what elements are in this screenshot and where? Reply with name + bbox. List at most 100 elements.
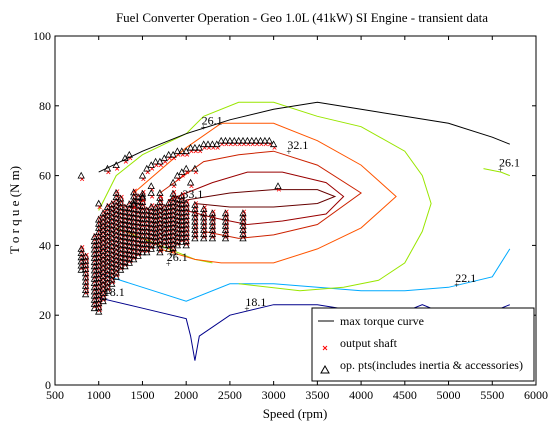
x-tick-label-11: 5500 — [480, 388, 504, 402]
op-point-572 — [165, 207, 173, 215]
op-point-708 — [200, 209, 208, 217]
op-point-354 — [130, 242, 138, 250]
op-point-360 — [130, 230, 138, 238]
op-point-376 — [130, 196, 138, 204]
contour-line-6 — [133, 122, 397, 264]
op-point-250 — [112, 189, 120, 196]
op-point-872 — [191, 164, 199, 172]
op-point-826 — [200, 140, 208, 148]
contour-label-5: 26.1 — [167, 250, 188, 264]
op-point-86 — [99, 293, 107, 300]
op-point-646 — [178, 208, 186, 216]
op-point-662 — [182, 228, 190, 236]
op-point-322 — [125, 250, 133, 258]
op-point-682 — [191, 226, 199, 233]
op-point-710 — [200, 205, 208, 212]
op-point-488 — [151, 237, 160, 245]
contour-line-9 — [186, 189, 337, 208]
op-point-482 — [147, 207, 155, 215]
legend-label-1: max torque curve — [340, 314, 424, 328]
op-point-746 — [239, 222, 247, 229]
op-point-342 — [125, 208, 133, 216]
op-point-680 — [191, 230, 199, 238]
op-point-368 — [130, 213, 138, 221]
op-point-712 — [208, 234, 217, 242]
op-point-12 — [90, 283, 99, 291]
op-point-252 — [116, 265, 125, 273]
op-point-778 — [81, 265, 90, 272]
plot-frame — [54, 35, 537, 386]
contour-label-7: 18.1 — [245, 295, 266, 309]
op-point-468 — [147, 236, 155, 244]
op-point-352 — [130, 247, 138, 254]
legend-x-swatch — [322, 345, 328, 351]
op-point-860 — [274, 182, 282, 189]
op-point-612 — [173, 233, 182, 240]
op-point-838 — [226, 136, 234, 144]
op-point-400 — [134, 214, 142, 222]
op-point-848 — [248, 136, 256, 144]
op-point-478 — [147, 215, 155, 223]
op-point-744 — [239, 226, 247, 233]
op-point-688 — [191, 213, 199, 221]
op-point-866 — [173, 171, 182, 179]
op-point-24 — [90, 258, 99, 266]
op-point-728 — [221, 230, 230, 238]
op-point-450 — [143, 231, 151, 239]
op-point-772 — [81, 277, 90, 285]
op-point-364 — [130, 222, 138, 229]
op-point-452 — [143, 227, 151, 235]
op-point-456 — [143, 219, 151, 226]
op-point-880 — [138, 192, 147, 200]
op-point-506 — [156, 248, 164, 256]
op-point-776 — [81, 269, 90, 277]
max-torque-line — [98, 101, 510, 173]
contour-line-2 — [98, 248, 511, 302]
x-tick-label-2: 1000 — [87, 388, 111, 402]
op-point-638 — [178, 225, 186, 233]
op-point-704 — [200, 217, 208, 225]
op-point-248 — [112, 193, 120, 201]
op-point-38 — [95, 307, 103, 315]
op-point-256 — [116, 257, 125, 265]
op-point-858 — [269, 140, 278, 148]
contour-label-8: 18.1 — [104, 285, 125, 299]
op-point-308 — [121, 220, 129, 228]
op-point-338 — [125, 217, 133, 224]
op-point-16 — [90, 275, 99, 282]
op-point-288 — [121, 262, 129, 270]
op-point-422 — [138, 227, 147, 235]
op-point-684 — [191, 222, 199, 229]
op-point-274 — [116, 219, 125, 227]
op-point-732 — [221, 222, 230, 229]
op-point-486 — [151, 241, 160, 249]
op-point-434 — [138, 202, 147, 210]
op-point-418 — [138, 235, 147, 243]
op-point-392 — [134, 231, 142, 238]
op-point-496 — [151, 220, 160, 228]
op-point-280 — [116, 207, 125, 215]
x-tick-label-5: 2500 — [218, 388, 242, 402]
op-point-552 — [160, 203, 168, 211]
op-point-470 — [147, 232, 155, 240]
op-point-398 — [134, 218, 142, 226]
op-point-528 — [156, 202, 164, 210]
op-point-650 — [178, 200, 186, 208]
op-point-752 — [239, 209, 247, 217]
op-point-632 — [178, 238, 186, 245]
op-point-84 — [99, 297, 107, 305]
op-point-266 — [116, 236, 125, 244]
y-tick-label-4: 60 — [39, 169, 51, 183]
op-point-738 — [221, 209, 230, 217]
op-point-714 — [208, 230, 217, 238]
op-point-874 — [147, 182, 155, 189]
op-point-304 — [121, 228, 129, 236]
op-point-328 — [125, 238, 133, 245]
op-point-396 — [134, 222, 142, 230]
legend: max torque curve output shaft op. pts(incl… — [311, 307, 535, 382]
op-point-616 — [173, 224, 182, 232]
op-point-556 — [165, 240, 173, 248]
op-point-448 — [143, 235, 151, 243]
op-point-480 — [147, 211, 155, 219]
op-point-828 — [204, 140, 212, 148]
